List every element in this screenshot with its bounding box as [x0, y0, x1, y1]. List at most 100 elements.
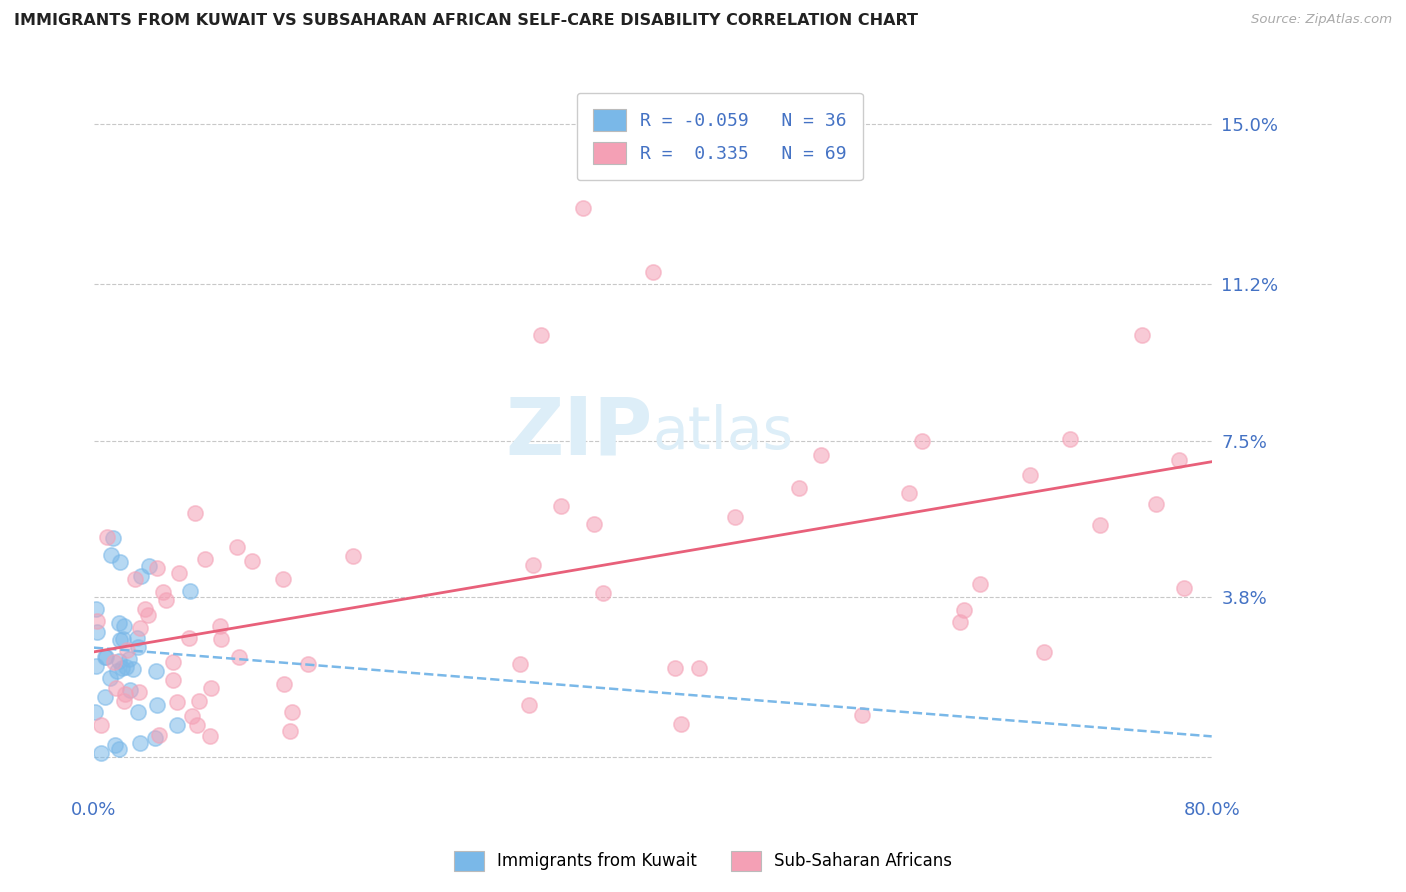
Point [145, 665, 167, 679]
Point [342, 549, 364, 564]
Point [125, 631, 148, 645]
Point [297, 657, 319, 671]
Point [509, 657, 531, 671]
Point [664, 661, 686, 675]
Point [100, 548, 122, 562]
Point [112, 694, 135, 708]
Point [115, 660, 138, 674]
Point [1059, 432, 1081, 446]
Point [110, 555, 132, 569]
Point [177, 631, 200, 645]
Point [209, 632, 232, 646]
Point [187, 694, 209, 708]
Point [134, 602, 156, 616]
Point [94, 649, 117, 664]
Point [166, 717, 188, 731]
Text: IMMIGRANTS FROM KUWAIT VS SUBSAHARAN AFRICAN SELF-CARE DISABILITY CORRELATION CH: IMMIGRANTS FROM KUWAIT VS SUBSAHARAN AFR… [14, 13, 918, 29]
Point [84, 706, 107, 720]
Point [111, 660, 134, 674]
Legend: Immigrants from Kuwait, Sub-Saharan Africans: Immigrants from Kuwait, Sub-Saharan Afri… [446, 842, 960, 880]
Point [94, 649, 117, 664]
Point [129, 736, 152, 750]
Point [167, 566, 190, 580]
Point [572, 201, 595, 215]
Point [273, 677, 295, 691]
Point [1088, 518, 1111, 533]
Point [129, 569, 152, 583]
Point [103, 655, 125, 669]
Point [898, 486, 921, 500]
Point [101, 531, 124, 545]
Point [127, 705, 149, 719]
Point [155, 593, 177, 607]
Point [530, 328, 553, 343]
Point [278, 724, 301, 739]
Text: atlas: atlas [652, 404, 794, 460]
Point [810, 448, 832, 462]
Text: ZIP: ZIP [506, 393, 652, 471]
Point [108, 741, 131, 756]
Point [104, 738, 127, 752]
Point [1019, 467, 1042, 482]
Point [949, 615, 972, 630]
Point [120, 683, 142, 698]
Point [114, 619, 136, 633]
Point [969, 577, 991, 591]
Point [953, 602, 976, 616]
Point [179, 584, 201, 599]
Point [1144, 497, 1167, 511]
Point [90, 718, 112, 732]
Point [148, 728, 170, 742]
Point [108, 632, 131, 647]
Point [107, 664, 129, 678]
Point [138, 558, 160, 573]
Point [186, 718, 208, 732]
Point [90, 746, 112, 760]
Point [112, 632, 135, 646]
Point [86, 614, 108, 628]
Point [166, 695, 188, 709]
Text: Source: ZipAtlas.com: Source: ZipAtlas.com [1251, 13, 1392, 27]
Point [522, 558, 544, 573]
Point [108, 654, 131, 668]
Point [117, 643, 139, 657]
Point [105, 681, 128, 695]
Point [1130, 328, 1153, 343]
Point [517, 698, 540, 713]
Point [582, 517, 605, 532]
Point [592, 586, 614, 600]
Point [281, 705, 304, 719]
Point [789, 481, 811, 495]
Point [122, 662, 145, 676]
Point [162, 673, 184, 687]
Point [136, 608, 159, 623]
Point [84, 659, 107, 673]
Point [240, 554, 263, 568]
Point [124, 572, 146, 586]
Point [1033, 645, 1056, 659]
Point [114, 687, 136, 701]
Point [180, 709, 202, 723]
Point [145, 698, 167, 712]
Point [146, 561, 169, 575]
Point [86, 625, 108, 640]
Point [273, 572, 295, 586]
Point [127, 640, 149, 654]
Point [108, 615, 131, 630]
Point [98, 672, 121, 686]
Point [118, 651, 141, 665]
Point [162, 655, 184, 669]
Point [200, 681, 222, 695]
Point [128, 621, 150, 635]
Point [1173, 582, 1195, 596]
Point [152, 585, 174, 599]
Point [669, 716, 692, 731]
Point [86, 602, 108, 616]
Point [198, 730, 221, 744]
Point [688, 661, 710, 675]
Point [911, 434, 934, 449]
Point [93, 690, 115, 704]
Legend: R = -0.059   N = 36, R =  0.335   N = 69: R = -0.059 N = 36, R = 0.335 N = 69 [576, 93, 863, 180]
Point [208, 619, 231, 633]
Point [550, 499, 572, 513]
